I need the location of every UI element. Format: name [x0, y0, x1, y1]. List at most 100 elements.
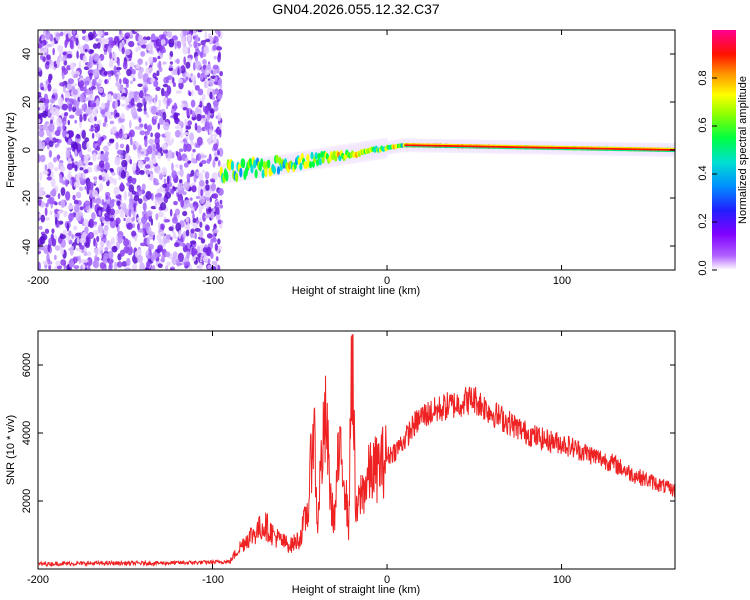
heatmap-noise-cell: [125, 98, 129, 106]
heatmap-noise-cell: [217, 219, 222, 225]
heatmap-noise-cell: [191, 255, 197, 262]
heatmap-noise-cell: [103, 145, 109, 152]
heatmap-noise-cell: [82, 259, 89, 263]
heatmap-noise-cell: [38, 153, 41, 163]
heatmap-track-cell: [267, 159, 271, 169]
top-ylabel: Frequency (Hz): [5, 112, 17, 188]
heatmap-noise-cell: [131, 264, 136, 270]
heatmap-noise-cell: [43, 83, 48, 92]
heatmap-noise-cell: [187, 120, 193, 126]
heatmap-noise-cell: [218, 147, 224, 157]
heatmap-noise-cell: [168, 38, 175, 48]
heatmap-noise-cell: [170, 188, 175, 194]
heatmap-noise-cell: [94, 247, 101, 256]
heatmap-noise-cell: [83, 113, 87, 122]
heatmap-noise-cell: [126, 222, 133, 230]
heatmap-noise-cell: [145, 113, 150, 118]
heatmap-noise-cell: [160, 39, 166, 45]
heatmap-noise-cell: [92, 229, 99, 236]
heatmap-noise-cell: [48, 123, 55, 132]
heatmap-noise-cell: [143, 110, 148, 115]
heatmap-noise-cell: [166, 261, 171, 267]
heatmap-noise-cell: [144, 156, 150, 162]
heatmap-noise-cell: [75, 232, 82, 237]
heatmap-noise-cell: [45, 202, 49, 208]
heatmap-noise-cell: [113, 186, 120, 196]
heatmap-noise-cell: [206, 213, 212, 218]
heatmap-noise-cell: [72, 30, 76, 35]
heatmap-noise-cell: [194, 228, 201, 232]
heatmap-noise-cell: [142, 96, 145, 105]
heatmap-noise-cell: [129, 80, 134, 85]
heatmap-noise-cell: [92, 189, 99, 198]
top-ytick-label: -20: [21, 190, 33, 206]
heatmap-noise-cell: [130, 73, 135, 79]
heatmap-noise-cell: [208, 137, 212, 145]
heatmap-noise-cell: [189, 203, 194, 209]
heatmap-noise-cell: [122, 61, 128, 70]
heatmap-noise-cell: [155, 213, 159, 221]
heatmap-noise-cell: [173, 102, 177, 112]
heatmap-noise-cell: [215, 256, 219, 262]
heatmap-noise-cell: [72, 142, 79, 152]
heatmap-noise-cell: [206, 158, 211, 164]
heatmap-noise-cell: [40, 86, 44, 91]
heatmap-noise-cell: [99, 246, 104, 251]
heatmap-noise-cell: [134, 91, 139, 96]
heatmap-noise-cell: [49, 98, 55, 104]
heatmap-noise-cell: [174, 43, 177, 50]
heatmap-noise-cell: [84, 80, 90, 86]
heatmap-noise-cell: [144, 267, 149, 270]
heatmap-noise-cell: [191, 116, 197, 121]
heatmap-noise-cell: [173, 200, 178, 206]
heatmap-noise-cell: [196, 153, 202, 162]
heatmap-noise-cell: [205, 184, 210, 192]
heatmap-noise-cell: [208, 206, 212, 213]
top-xtick-label: -100: [202, 275, 224, 287]
heatmap-noise-cell: [212, 159, 216, 168]
heatmap-noise-cell: [78, 75, 84, 79]
heatmap-noise-cell: [71, 158, 74, 162]
heatmap-noise-cell: [63, 210, 68, 218]
heatmap-noise-cell: [54, 130, 61, 137]
heatmap-noise-cell: [48, 238, 52, 246]
heatmap-noise-cell: [158, 99, 161, 109]
heatmap-noise-cell: [155, 94, 158, 103]
heatmap-noise-cell: [65, 191, 71, 201]
heatmap-noise-cell: [115, 73, 119, 82]
heatmap-noise-cell: [74, 137, 81, 143]
heatmap-noise-cell: [148, 67, 154, 73]
heatmap-noise-cell: [199, 230, 203, 238]
heatmap-noise-cell: [144, 95, 148, 102]
heatmap-noise-cell: [204, 121, 210, 130]
heatmap-noise-cell: [166, 175, 170, 185]
heatmap-noise-cell: [141, 211, 146, 215]
heatmap-noise-cell: [155, 86, 161, 92]
heatmap-noise-cell: [59, 177, 64, 184]
heatmap-noise-cell: [59, 82, 65, 87]
heatmap-noise-cell: [137, 254, 143, 263]
heatmap-noise-cell: [84, 185, 88, 190]
heatmap-noise-cell: [123, 238, 130, 247]
heatmap-noise-cell: [213, 55, 217, 60]
heatmap-noise-cell: [48, 140, 54, 148]
heatmap-noise-cell: [123, 190, 128, 201]
heatmap-noise-cell: [217, 54, 221, 63]
heatmap-noise-cell: [210, 251, 214, 259]
heatmap-noise-cell: [133, 195, 140, 202]
heatmap-noise-cell: [91, 132, 95, 139]
heatmap-noise-cell: [101, 202, 108, 206]
heatmap-noise-cell: [44, 228, 50, 234]
top-xtick-label: 0: [384, 275, 390, 287]
heatmap-noise-cell: [150, 255, 155, 263]
heatmap-noise-cell: [198, 180, 205, 187]
heatmap-noise-cell: [198, 207, 202, 215]
heatmap-noise-cell: [113, 93, 118, 100]
heatmap-noise-cell: [175, 66, 178, 76]
heatmap-noise-cell: [212, 64, 219, 70]
heatmap-noise-cell: [109, 51, 113, 60]
heatmap-track-cell: [299, 162, 303, 171]
heatmap-noise-cell: [198, 172, 204, 181]
heatmap-noise-cell: [125, 35, 129, 39]
colorbar: 0.0 0.2 0.4 0.6 0.8 Normalized spectral …: [697, 30, 749, 276]
